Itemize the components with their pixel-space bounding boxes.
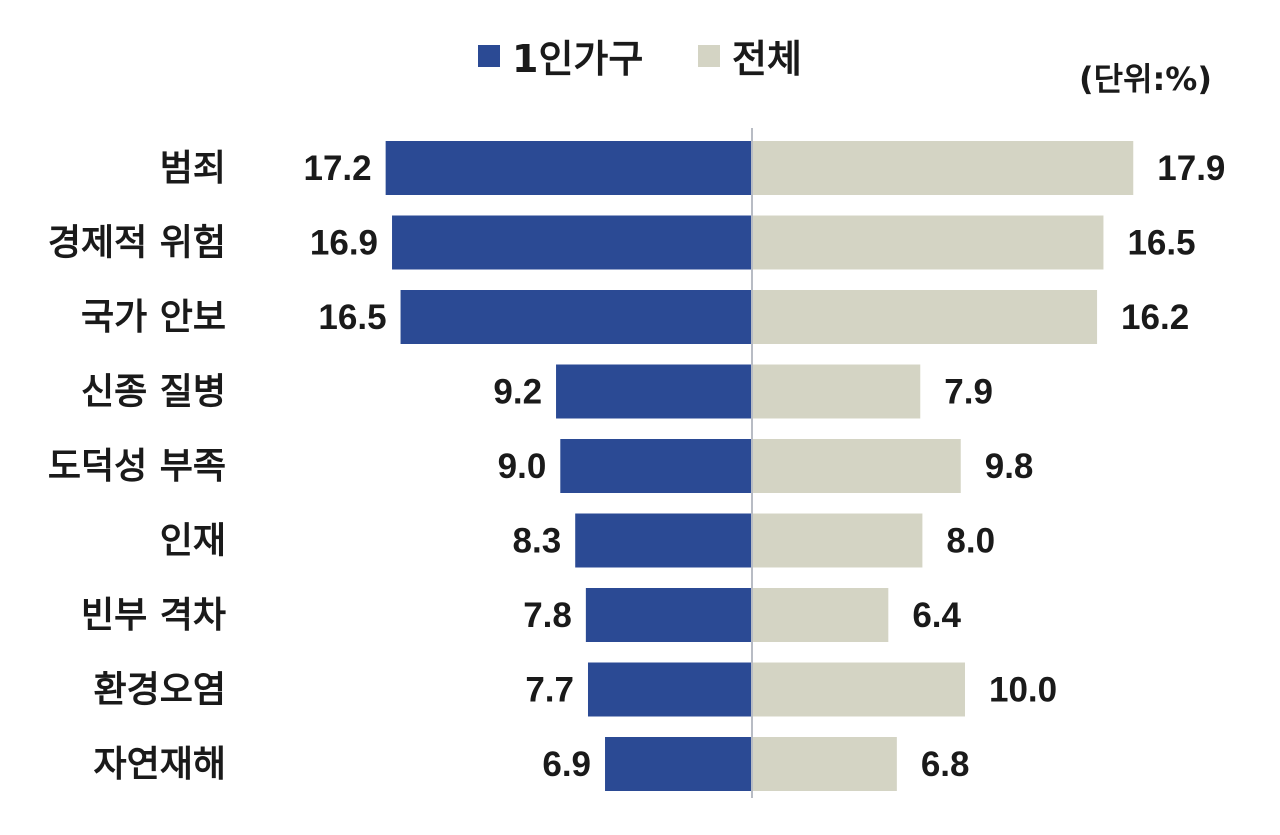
category-label: 인재 [160,521,226,562]
value-label-single-household: 16.9 [310,224,378,263]
value-label-total: 16.2 [1121,298,1189,337]
category-label: 국가 안보 [81,297,226,338]
value-label-total: 17.9 [1157,149,1225,188]
legend-label-single-household: 1인가구 [512,37,643,81]
bar-single-household [556,364,752,419]
bar-total [752,439,961,493]
bar-single-household [392,215,752,270]
bar-total [752,662,965,717]
value-label-single-household: 7.8 [523,596,572,635]
value-label-total: 6.4 [912,596,961,635]
bar-single-household [585,588,752,642]
bars-group [385,128,1134,798]
bar-total [752,588,889,642]
legend-swatch-single-household [478,45,500,67]
legend-label-total: 전체 [732,37,802,81]
category-label: 경제적 위험 [48,223,226,264]
value-label-total: 9.8 [985,447,1034,486]
category-label: 자연재해 [94,744,226,785]
value-label-total: 16.5 [1127,224,1195,263]
bar-single-household [400,290,752,344]
bar-total [752,141,1134,195]
value-label-total: 6.8 [921,745,970,784]
bar-single-household [587,662,752,717]
category-label: 환경오염 [94,670,226,711]
value-label-total: 7.9 [944,373,993,412]
legend: 1인가구 전체 [478,37,802,81]
category-label: 도덕성 부족 [48,446,226,487]
value-label-single-household: 6.9 [542,745,591,784]
category-label: 빈부 격차 [81,595,226,636]
bar-single-household [385,141,752,195]
value-label-total: 8.0 [946,522,995,561]
bar-total [752,290,1098,344]
bar-total [752,215,1104,270]
bar-total [752,364,921,419]
value-label-single-household: 7.7 [525,671,574,710]
bar-total [752,513,923,568]
category-label: 신종 질병 [81,372,226,413]
bar-single-household [575,513,752,568]
value-label-single-household: 16.5 [318,298,386,337]
bar-single-household [605,737,752,791]
value-label-single-household: 9.0 [498,447,547,486]
legend-swatch-total [698,45,720,67]
bar-total [752,737,897,791]
value-label-single-household: 9.2 [493,373,542,412]
value-label-single-household: 8.3 [513,522,562,561]
value-label-single-household: 17.2 [304,149,372,188]
bar-single-household [560,439,752,493]
labels-group: 범죄 17.2 17.9 경제적 위험 16.9 16.5 국가 안보 16.5 16.2 신종 … [48,148,1226,785]
unit-label: (단위:%) [1079,60,1212,98]
category-label: 범죄 [160,148,226,189]
value-label-total: 10.0 [989,671,1057,710]
